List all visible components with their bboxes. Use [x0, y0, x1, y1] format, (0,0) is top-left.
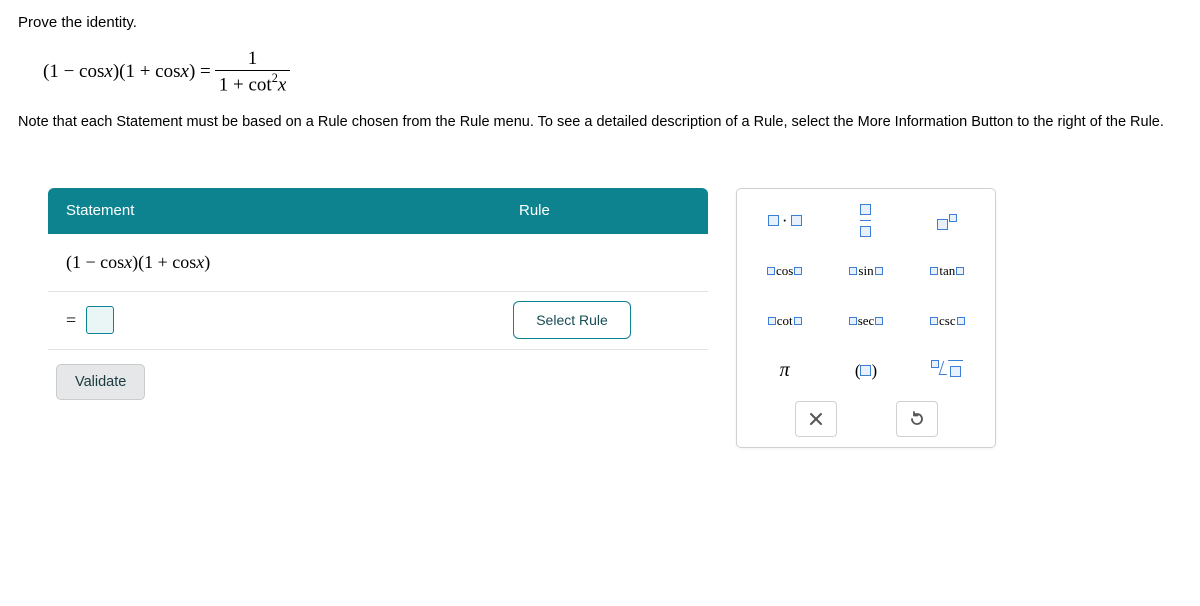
equation-rhs-fraction: 1 1 + cot2x — [215, 49, 291, 94]
initial-statement: (1 − cosx)(1 + cosx) — [48, 252, 513, 273]
equals-sign: = — [66, 310, 76, 331]
palette-cot[interactable]: cot — [747, 299, 822, 343]
palette-csc[interactable]: csc — [910, 299, 985, 343]
palette-sec[interactable]: sec — [828, 299, 903, 343]
input-palette: · cos sin — [736, 188, 996, 448]
palette-clear-button[interactable] — [795, 401, 837, 437]
palette-sin[interactable]: sin — [828, 249, 903, 293]
palette-cos[interactable]: cos — [747, 249, 822, 293]
instruction-note: Note that each Statement must be based o… — [18, 112, 1182, 132]
reset-icon — [908, 410, 926, 428]
fraction-denominator: 1 + cot2x — [215, 70, 291, 94]
header-statement: Statement — [48, 202, 513, 219]
panel-header: Statement Rule — [48, 188, 708, 234]
palette-reset-button[interactable] — [896, 401, 938, 437]
proof-panel: Statement Rule (1 − cosx)(1 + cosx) = Se… — [48, 188, 708, 350]
palette-fraction[interactable] — [828, 199, 903, 243]
prompt-title: Prove the identity. — [18, 14, 1182, 31]
palette-tan[interactable]: tan — [910, 249, 985, 293]
palette-nth-root[interactable] — [910, 349, 985, 393]
identity-equation: (1 − cosx)(1 + cosx) = 1 1 + cot2x — [43, 49, 1182, 94]
palette-multiply[interactable]: · — [747, 199, 822, 243]
palette-pi[interactable]: π — [747, 349, 822, 393]
proof-row-step-1: = Select Rule — [48, 292, 708, 350]
proof-row-initial: (1 − cosx)(1 + cosx) — [48, 234, 708, 292]
close-icon — [808, 411, 824, 427]
proof-panel-wrapper: Statement Rule (1 − cosx)(1 + cosx) = Se… — [48, 188, 708, 400]
equation-lhs: (1 − cosx)(1 + cosx) = — [43, 61, 211, 83]
answer-input-box[interactable] — [86, 306, 114, 334]
palette-parentheses[interactable]: () — [828, 349, 903, 393]
validate-button[interactable]: Validate — [56, 364, 145, 400]
palette-exponent[interactable] — [910, 199, 985, 243]
fraction-numerator: 1 — [244, 49, 262, 70]
header-rule: Rule — [513, 202, 708, 219]
select-rule-button[interactable]: Select Rule — [513, 301, 631, 339]
